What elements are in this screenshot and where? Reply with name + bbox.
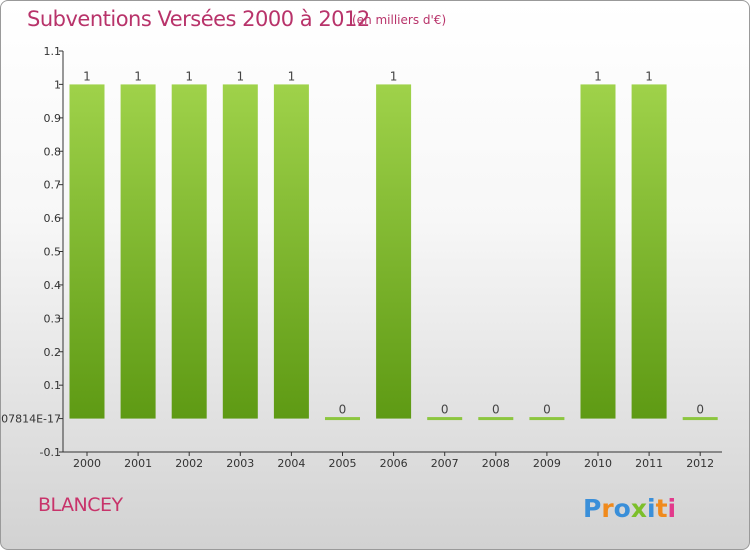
x-tick-label: 2007 xyxy=(431,457,459,470)
x-tick-label: 2012 xyxy=(686,457,714,470)
x-tick-label: 2010 xyxy=(584,457,612,470)
chart-subtitle: (en milliers d'€) xyxy=(352,13,447,27)
y-tick-label: 0.3 xyxy=(44,312,62,325)
data-label: 0 xyxy=(441,403,449,417)
axes: -0.1 1.3877787807814E-17 0.1 0.2 0.3 0.4 0.5 0.… xyxy=(1,45,722,470)
bar xyxy=(427,417,463,421)
y-tick-label: 1.3877787807814E-17 xyxy=(1,413,61,426)
bar xyxy=(580,84,616,419)
bar xyxy=(273,84,309,419)
x-tick-label: 2001 xyxy=(124,457,152,470)
data-label: 1 xyxy=(185,69,193,83)
y-tick-label: 0.7 xyxy=(44,179,62,192)
x-tick-label: 2003 xyxy=(226,457,254,470)
y-tick-label: 0.4 xyxy=(44,279,62,292)
data-label: 1 xyxy=(288,69,296,83)
x-tick-label: 2008 xyxy=(482,457,510,470)
y-tick-label: 0.6 xyxy=(44,212,62,225)
bar xyxy=(682,417,718,421)
data-label: 0 xyxy=(543,403,551,417)
data-label: 0 xyxy=(492,403,500,417)
y-tick-label: 0.1 xyxy=(44,379,62,392)
proxiti-logo: Proxiti xyxy=(583,494,676,523)
bar xyxy=(120,84,156,419)
y-tick-label: 1.1 xyxy=(44,45,62,58)
x-tick-label: 2004 xyxy=(277,457,305,470)
bar xyxy=(376,84,412,419)
svg-text:Proxiti: Proxiti xyxy=(583,494,676,523)
data-label: 1 xyxy=(390,69,398,83)
data-label: 1 xyxy=(134,69,142,83)
bar xyxy=(222,84,258,419)
data-label: 0 xyxy=(339,403,347,417)
data-label: 1 xyxy=(236,69,244,83)
x-tick-label: 2000 xyxy=(73,457,101,470)
y-tick-label: -0.1 xyxy=(40,446,61,459)
y-tick-label: 0.2 xyxy=(44,346,62,359)
data-label: 1 xyxy=(645,69,653,83)
bar xyxy=(631,84,667,419)
data-label: 1 xyxy=(594,69,602,83)
chart-title: Subventions Versées 2000 à 2012 xyxy=(27,7,370,31)
x-tick-label: 2011 xyxy=(635,457,663,470)
data-label: 1 xyxy=(83,69,91,83)
bar xyxy=(529,417,565,421)
bar xyxy=(325,417,360,421)
bar xyxy=(171,84,207,419)
commune-name: BLANCEY xyxy=(38,494,123,516)
y-tick-label: 0.9 xyxy=(44,112,62,125)
data-label: 0 xyxy=(696,403,704,417)
bar xyxy=(478,417,514,421)
y-tick-label: 0.8 xyxy=(44,145,62,158)
x-tick-label: 2005 xyxy=(329,457,357,470)
y-tick-label: 1 xyxy=(54,78,61,91)
x-tick-label: 2006 xyxy=(380,457,408,470)
bar xyxy=(69,84,105,419)
x-tick-label: 2009 xyxy=(533,457,561,470)
x-tick-label: 2002 xyxy=(175,457,203,470)
bars: 1 1 1 1 1 0 1 0 0 0 1 1 0 xyxy=(69,69,718,421)
y-tick-label: 0.5 xyxy=(44,246,62,259)
